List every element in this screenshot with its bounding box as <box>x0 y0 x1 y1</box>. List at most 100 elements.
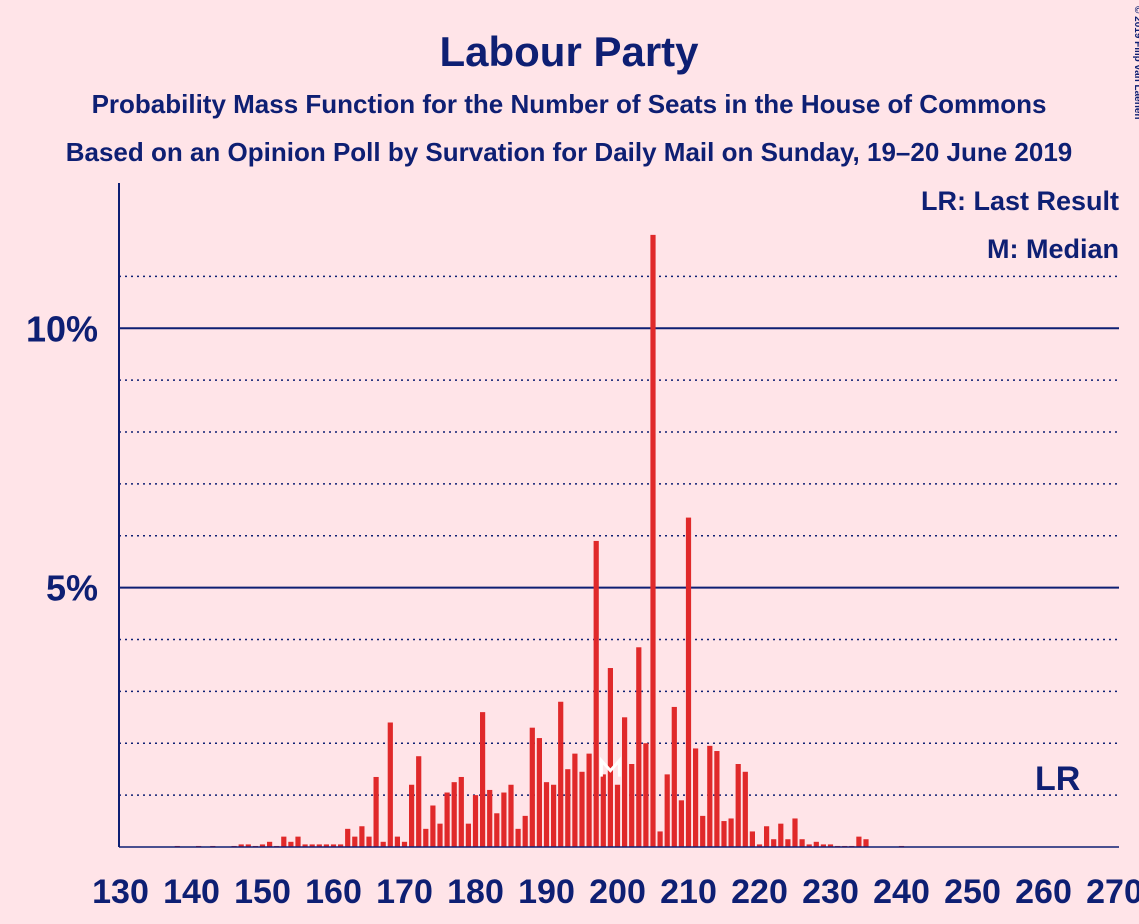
bar <box>380 841 386 847</box>
bar <box>330 844 337 847</box>
bar <box>238 844 244 847</box>
bar <box>487 789 493 847</box>
bar <box>416 756 422 847</box>
bar <box>444 792 450 847</box>
bar <box>813 841 819 847</box>
bar <box>693 748 699 847</box>
bar <box>799 839 805 847</box>
bar <box>366 836 372 847</box>
bar <box>643 743 649 847</box>
x-tick-label: 180 <box>447 873 504 911</box>
bar <box>657 831 663 847</box>
bar <box>756 844 763 847</box>
bar <box>401 841 408 847</box>
bar <box>458 776 464 847</box>
bar <box>465 823 471 847</box>
x-tick-label: 170 <box>376 873 433 911</box>
chart-subtitle: Probability Mass Function for the Number… <box>92 89 1047 119</box>
bar <box>579 771 585 847</box>
x-tick-label: 220 <box>731 873 788 911</box>
bar <box>742 771 748 847</box>
bar <box>614 784 621 847</box>
bar <box>551 784 557 847</box>
bar <box>267 841 273 847</box>
bar <box>707 745 713 847</box>
bar <box>281 836 287 847</box>
x-tick-label: 230 <box>802 873 859 911</box>
legend-entry: M: Median <box>987 234 1119 264</box>
bar <box>820 844 826 847</box>
bar <box>529 727 535 847</box>
annotation: LR <box>1035 760 1080 798</box>
x-tick-label: 210 <box>660 873 717 911</box>
bar <box>714 751 720 847</box>
bar <box>515 828 521 847</box>
bar <box>600 774 606 847</box>
copyright: © 2019 Filip van Laenen <box>1132 6 1139 120</box>
chart-title: Labour Party <box>439 28 699 75</box>
bar <box>480 712 486 847</box>
bar <box>430 805 436 847</box>
bar <box>345 828 351 847</box>
x-tick-label: 250 <box>944 873 1001 911</box>
bar <box>565 769 571 847</box>
bar <box>607 668 613 847</box>
bar <box>494 813 500 847</box>
bar <box>323 844 329 847</box>
bar <box>558 701 564 847</box>
legend-entry: LR: Last Result <box>921 186 1119 216</box>
bar <box>394 836 400 847</box>
median-marker <box>599 756 621 777</box>
bar <box>522 815 528 847</box>
bar <box>636 647 642 847</box>
bar <box>288 841 294 847</box>
bar <box>352 836 358 847</box>
bar <box>792 818 798 847</box>
bar <box>373 776 379 847</box>
bar <box>806 844 812 847</box>
bar <box>316 844 322 847</box>
bar <box>863 839 869 847</box>
bar <box>593 540 599 847</box>
bar <box>700 815 706 847</box>
x-tick-label: 150 <box>234 873 291 911</box>
bar <box>437 823 443 847</box>
bar <box>302 844 308 847</box>
bar <box>650 234 656 847</box>
bar <box>785 839 791 847</box>
bar <box>501 792 507 847</box>
bar <box>586 753 592 847</box>
bar <box>678 800 684 847</box>
bar <box>536 738 542 847</box>
bar <box>295 836 301 847</box>
bar <box>629 764 635 847</box>
bar <box>671 706 677 847</box>
bar <box>622 717 628 847</box>
bar <box>764 826 770 847</box>
bar <box>856 836 862 847</box>
bar <box>728 818 734 847</box>
bar <box>309 844 315 847</box>
bar <box>664 774 670 847</box>
bar <box>721 821 727 847</box>
bar <box>472 795 479 847</box>
bar <box>572 753 578 847</box>
bar <box>245 844 251 847</box>
bar <box>259 844 266 847</box>
x-tick-label: 130 <box>92 873 149 911</box>
y-tick-label: 5% <box>46 568 98 609</box>
bar <box>735 764 741 847</box>
y-tick-label: 10% <box>26 308 98 349</box>
bar <box>423 828 429 847</box>
bar <box>771 839 777 847</box>
x-tick-label: 270 <box>1086 873 1139 911</box>
bar <box>359 826 365 847</box>
bar <box>778 823 784 847</box>
bar <box>338 844 344 847</box>
bar <box>749 831 755 847</box>
x-tick-label: 140 <box>163 873 220 911</box>
x-tick-label: 190 <box>518 873 575 911</box>
bar <box>409 784 415 847</box>
